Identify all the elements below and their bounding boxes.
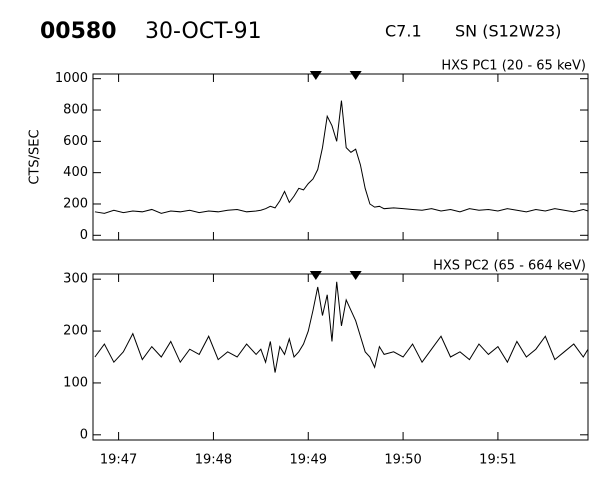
y-tick-label: 100: [63, 375, 88, 390]
plot-frame: [92, 273, 589, 441]
flare-location: SN (S12W23): [455, 22, 561, 41]
x-tick-label: 19:48: [195, 453, 232, 468]
interval-marker: [349, 71, 362, 80]
data-line: [94, 281, 589, 373]
y-axis-label: CTS/SEC: [28, 129, 43, 184]
y-tick-label: 300: [63, 272, 88, 287]
y-tick-label: 600: [63, 134, 88, 149]
y-tick-label: 0: [80, 228, 88, 243]
y-tick-label: 400: [63, 165, 88, 180]
event-id: 00580: [40, 19, 117, 44]
interval-marker: [349, 271, 362, 280]
interval-marker: [309, 71, 322, 80]
event-date: 30-OCT-91: [145, 19, 262, 44]
y-tick-label: 200: [63, 196, 88, 211]
y-tick-label: 0: [80, 427, 88, 442]
x-tick-label: 19:51: [479, 453, 516, 468]
interval-marker: [309, 271, 322, 280]
y-tick-label: 800: [63, 103, 88, 118]
x-tick-label: 19:50: [384, 453, 421, 468]
y-tick-label: 1000: [55, 71, 88, 86]
flare-class: C7.1: [385, 22, 422, 41]
y-tick-label: 200: [63, 324, 88, 339]
panel-label: HXS PC2 (65 - 664 keV): [433, 259, 586, 274]
x-tick-label: 19:47: [100, 453, 137, 468]
plot-frame: [92, 73, 589, 241]
x-tick-label: 19:49: [290, 453, 327, 468]
data-line: [94, 100, 589, 214]
panel-label: HXS PC1 (20 - 65 keV): [441, 59, 586, 74]
